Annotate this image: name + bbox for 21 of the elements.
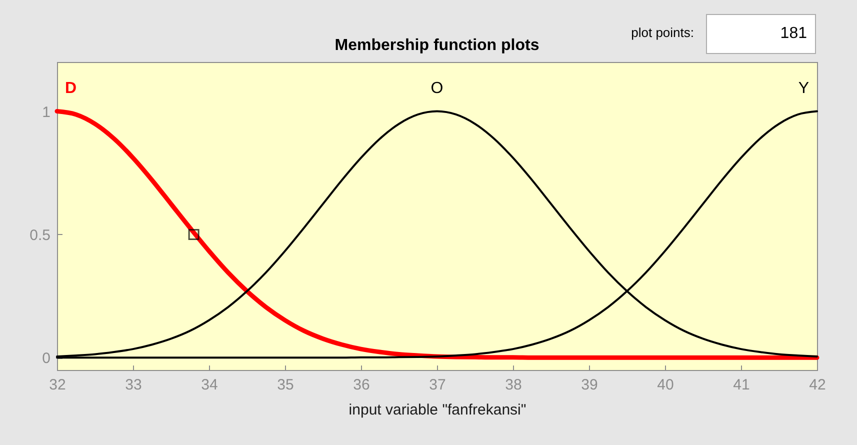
- x-tick-label: 39: [581, 376, 598, 394]
- series-label: D: [65, 80, 77, 97]
- series-label: O: [430, 80, 444, 97]
- x-tick-label: 42: [809, 376, 826, 394]
- x-tick-label: 35: [277, 376, 294, 394]
- x-tick-label: 36: [353, 376, 370, 394]
- number-field: 181: [706, 14, 816, 54]
- y-tick-label: 0: [42, 350, 50, 368]
- chart-title: Membership function plots: [334, 37, 540, 54]
- x-tick-label: 33: [125, 376, 142, 394]
- x-tick-label: 37: [429, 376, 446, 394]
- y-tick-label: 1: [42, 104, 50, 121]
- x-tick-label: 38: [505, 376, 522, 394]
- y-tick-label: 0.5: [30, 226, 50, 244]
- x-axis-title: input variable "fanfrekansi": [348, 402, 526, 418]
- x-tick-label: 40: [657, 376, 674, 394]
- x-tick-label: 34: [201, 376, 218, 394]
- text: plot points:: [630, 25, 694, 40]
- series-label: Y: [798, 80, 810, 97]
- x-tick-label: 41: [733, 376, 750, 394]
- x-tick-label: 32: [49, 376, 66, 394]
